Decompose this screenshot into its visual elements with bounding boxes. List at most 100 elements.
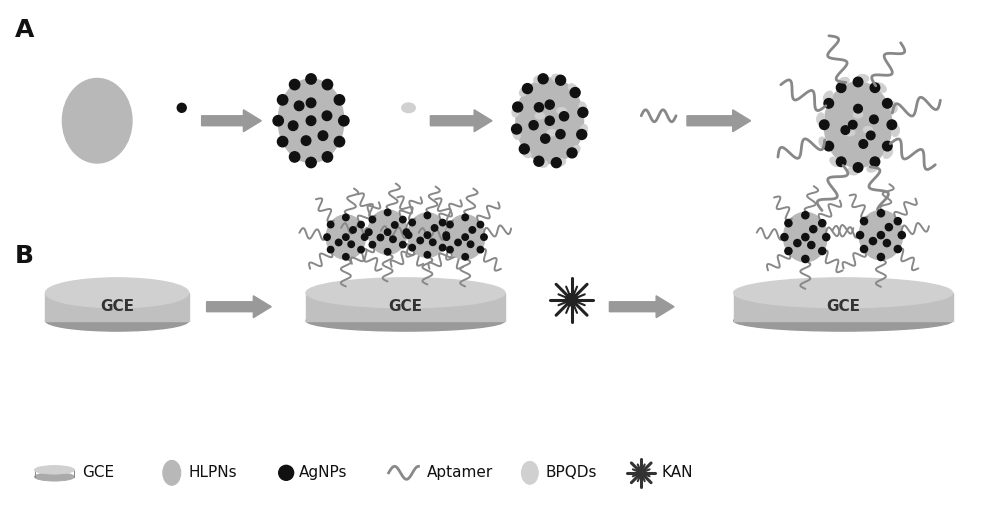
Circle shape [177,103,186,112]
Ellipse shape [512,106,520,117]
Circle shape [529,121,538,130]
Text: GCE: GCE [100,299,134,314]
Circle shape [819,220,826,227]
Circle shape [808,242,815,249]
Circle shape [785,247,792,254]
Circle shape [403,229,410,236]
Circle shape [322,152,333,162]
Circle shape [545,100,554,109]
Circle shape [870,115,878,124]
Circle shape [439,219,446,226]
Circle shape [289,79,300,90]
Ellipse shape [876,83,886,93]
Circle shape [836,83,846,93]
Circle shape [447,221,453,228]
Circle shape [512,124,522,134]
Circle shape [339,116,349,126]
Ellipse shape [823,91,833,101]
Circle shape [409,244,415,251]
Ellipse shape [35,473,74,481]
Circle shape [288,121,298,131]
Ellipse shape [830,157,840,166]
Circle shape [358,246,364,253]
Text: Aptamer: Aptamer [426,465,493,480]
Circle shape [513,102,523,112]
Circle shape [335,239,342,246]
Circle shape [424,232,431,239]
Ellipse shape [579,102,587,113]
Ellipse shape [535,112,545,119]
Circle shape [306,74,316,84]
Ellipse shape [368,210,407,254]
Circle shape [824,141,834,151]
Ellipse shape [534,75,544,83]
Circle shape [348,241,354,247]
Ellipse shape [306,310,505,331]
Text: HLPNs: HLPNs [189,465,237,480]
Circle shape [565,294,578,306]
Circle shape [854,104,862,113]
Circle shape [277,95,288,105]
Ellipse shape [857,74,869,82]
Ellipse shape [163,460,181,485]
Circle shape [785,220,792,227]
Circle shape [781,233,788,241]
Circle shape [538,74,548,84]
Ellipse shape [853,111,863,118]
Circle shape [870,157,880,166]
Circle shape [819,247,826,254]
Circle shape [887,120,897,130]
Ellipse shape [445,215,485,260]
Circle shape [384,249,391,255]
Circle shape [481,234,487,240]
Ellipse shape [838,77,849,86]
FancyBboxPatch shape [734,293,953,321]
FancyArrow shape [207,296,271,317]
Circle shape [823,233,830,241]
Circle shape [301,136,311,145]
Circle shape [462,253,468,260]
Ellipse shape [402,103,415,113]
Circle shape [392,222,398,228]
Ellipse shape [734,310,953,331]
Circle shape [361,234,368,240]
Circle shape [810,226,817,233]
Circle shape [417,237,423,244]
Circle shape [522,83,532,94]
Circle shape [477,246,484,253]
Ellipse shape [734,278,953,308]
Ellipse shape [45,278,189,308]
Circle shape [439,244,446,251]
Ellipse shape [519,87,528,96]
Text: GCE: GCE [389,299,423,314]
Circle shape [841,126,850,134]
Circle shape [469,227,476,233]
Ellipse shape [326,215,366,260]
Circle shape [343,214,349,221]
Circle shape [431,225,438,231]
Circle shape [369,242,376,248]
Circle shape [545,116,554,125]
FancyBboxPatch shape [45,293,189,321]
Circle shape [802,211,809,219]
Circle shape [443,232,449,239]
Circle shape [869,238,877,245]
Circle shape [866,131,875,140]
Circle shape [273,116,283,126]
Ellipse shape [867,163,878,172]
Circle shape [306,116,316,125]
FancyArrow shape [609,296,674,317]
Circle shape [578,108,588,117]
Circle shape [802,255,809,263]
Circle shape [883,240,890,247]
Circle shape [551,158,561,167]
Circle shape [836,157,846,166]
Circle shape [430,239,436,245]
Circle shape [885,224,892,231]
Circle shape [824,98,834,108]
Circle shape [477,221,484,228]
Ellipse shape [521,461,538,484]
Circle shape [894,218,901,225]
Ellipse shape [306,278,505,308]
Circle shape [894,245,901,252]
